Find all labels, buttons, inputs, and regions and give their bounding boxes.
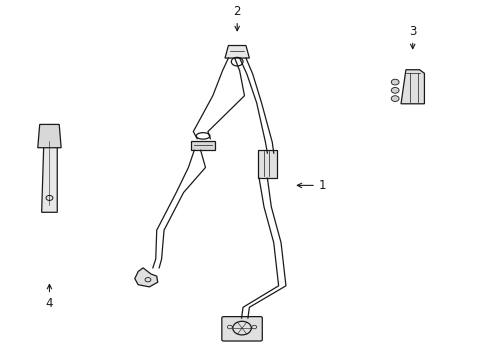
Polygon shape: [135, 268, 158, 287]
Circle shape: [390, 87, 398, 93]
Polygon shape: [224, 45, 249, 58]
Circle shape: [390, 96, 398, 102]
Polygon shape: [41, 134, 57, 212]
Text: 2: 2: [233, 5, 241, 31]
Circle shape: [390, 79, 398, 85]
Polygon shape: [38, 125, 61, 148]
Text: 4: 4: [45, 284, 53, 310]
Polygon shape: [400, 70, 424, 104]
Text: 3: 3: [408, 25, 416, 49]
Text: 1: 1: [297, 179, 325, 192]
FancyBboxPatch shape: [222, 317, 262, 341]
Polygon shape: [257, 149, 277, 178]
Polygon shape: [190, 140, 215, 150]
